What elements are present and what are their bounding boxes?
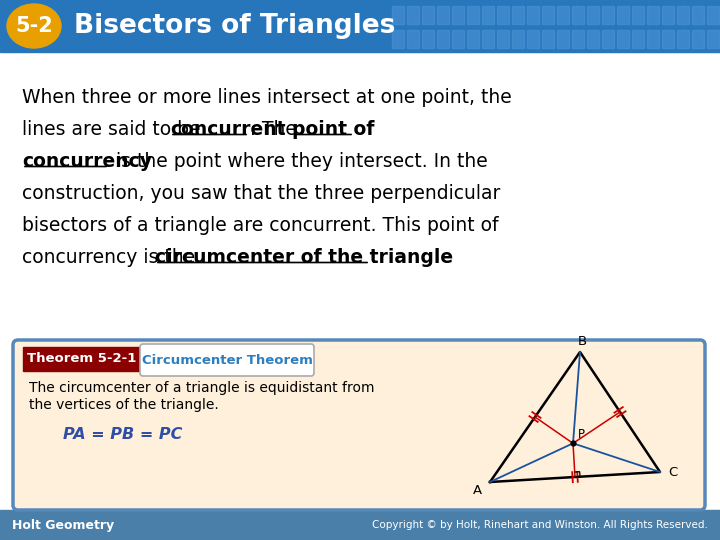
Bar bbox=[702, 0, 720, 52]
Bar bbox=[692, 6, 704, 24]
Text: The circumcenter of a triangle is equidistant from: The circumcenter of a triangle is equidi… bbox=[29, 381, 374, 395]
Text: Copyright © by Holt, Rinehart and Winston. All Rights Reserved.: Copyright © by Holt, Rinehart and Winsto… bbox=[372, 520, 708, 530]
Text: the vertices of the triangle.: the vertices of the triangle. bbox=[29, 398, 219, 412]
Text: lines are said to be: lines are said to be bbox=[22, 120, 207, 139]
Bar bbox=[437, 30, 449, 48]
Bar bbox=[677, 6, 689, 24]
Text: PA = PB = PC: PA = PB = PC bbox=[63, 427, 182, 442]
Text: C: C bbox=[668, 465, 678, 478]
Bar bbox=[692, 30, 704, 48]
Text: . The: . The bbox=[250, 120, 303, 139]
Bar bbox=[414, 0, 432, 52]
Text: P: P bbox=[578, 428, 585, 441]
Bar bbox=[486, 0, 504, 52]
Bar bbox=[677, 30, 689, 48]
Bar bbox=[437, 6, 449, 24]
Bar bbox=[396, 0, 414, 52]
Text: A: A bbox=[473, 484, 482, 497]
Text: circumcenter of the triangle: circumcenter of the triangle bbox=[155, 248, 453, 267]
Bar bbox=[557, 30, 569, 48]
Bar bbox=[497, 30, 509, 48]
Bar bbox=[540, 0, 558, 52]
FancyBboxPatch shape bbox=[23, 347, 141, 371]
Text: bisectors of a triangle are concurrent. This point of: bisectors of a triangle are concurrent. … bbox=[22, 216, 498, 235]
Text: concurrency is the: concurrency is the bbox=[22, 248, 201, 267]
Bar bbox=[612, 0, 630, 52]
Bar bbox=[0, 0, 720, 52]
Bar bbox=[662, 30, 674, 48]
Bar bbox=[648, 0, 666, 52]
Bar bbox=[392, 30, 404, 48]
Text: When three or more lines intersect at one point, the: When three or more lines intersect at on… bbox=[22, 88, 512, 107]
Bar bbox=[512, 6, 524, 24]
Text: Circumcenter Theorem: Circumcenter Theorem bbox=[142, 354, 312, 367]
Bar bbox=[522, 0, 540, 52]
Text: is the point where they intersect. In the: is the point where they intersect. In th… bbox=[110, 152, 487, 171]
Bar bbox=[422, 30, 434, 48]
Bar bbox=[0, 510, 720, 540]
Bar bbox=[587, 30, 599, 48]
Bar bbox=[482, 30, 494, 48]
Bar bbox=[572, 6, 584, 24]
Bar bbox=[707, 30, 719, 48]
Bar bbox=[392, 6, 404, 24]
Text: point of: point of bbox=[292, 120, 374, 139]
Bar bbox=[587, 6, 599, 24]
Bar bbox=[558, 0, 576, 52]
Text: 5-2: 5-2 bbox=[15, 16, 53, 36]
Text: B: B bbox=[577, 335, 587, 348]
Bar bbox=[630, 0, 648, 52]
FancyBboxPatch shape bbox=[140, 344, 314, 376]
Text: Theorem 5-2-1: Theorem 5-2-1 bbox=[27, 353, 137, 366]
Bar bbox=[527, 30, 539, 48]
Bar bbox=[572, 30, 584, 48]
Bar bbox=[662, 6, 674, 24]
Bar bbox=[632, 30, 644, 48]
Bar bbox=[647, 30, 659, 48]
Bar bbox=[617, 30, 629, 48]
Bar bbox=[542, 30, 554, 48]
Bar bbox=[407, 30, 419, 48]
Bar bbox=[527, 6, 539, 24]
Bar bbox=[594, 0, 612, 52]
Bar bbox=[504, 0, 522, 52]
Ellipse shape bbox=[7, 4, 61, 48]
Bar bbox=[452, 6, 464, 24]
Bar bbox=[468, 0, 486, 52]
FancyBboxPatch shape bbox=[13, 340, 705, 510]
Bar bbox=[378, 0, 396, 52]
Text: Bisectors of Triangles: Bisectors of Triangles bbox=[74, 13, 395, 39]
Bar bbox=[467, 6, 479, 24]
Bar bbox=[707, 6, 719, 24]
Bar bbox=[602, 30, 614, 48]
Bar bbox=[407, 6, 419, 24]
Bar bbox=[422, 6, 434, 24]
Bar bbox=[576, 0, 594, 52]
Bar bbox=[617, 6, 629, 24]
Bar bbox=[450, 0, 468, 52]
Bar bbox=[432, 0, 450, 52]
Text: .: . bbox=[371, 248, 377, 267]
Text: concurrency: concurrency bbox=[22, 152, 152, 171]
Bar bbox=[452, 30, 464, 48]
Bar bbox=[684, 0, 702, 52]
Bar bbox=[557, 6, 569, 24]
Bar bbox=[482, 6, 494, 24]
Bar bbox=[666, 0, 684, 52]
Bar bbox=[497, 6, 509, 24]
Bar bbox=[360, 0, 378, 52]
Bar bbox=[512, 30, 524, 48]
Bar bbox=[632, 6, 644, 24]
Text: concurrent: concurrent bbox=[170, 120, 286, 139]
Bar bbox=[602, 6, 614, 24]
Bar bbox=[467, 30, 479, 48]
Text: Holt Geometry: Holt Geometry bbox=[12, 518, 114, 531]
Bar bbox=[542, 6, 554, 24]
Text: construction, you saw that the three perpendicular: construction, you saw that the three per… bbox=[22, 184, 500, 203]
Bar bbox=[647, 6, 659, 24]
Bar bbox=[0, 50, 720, 510]
